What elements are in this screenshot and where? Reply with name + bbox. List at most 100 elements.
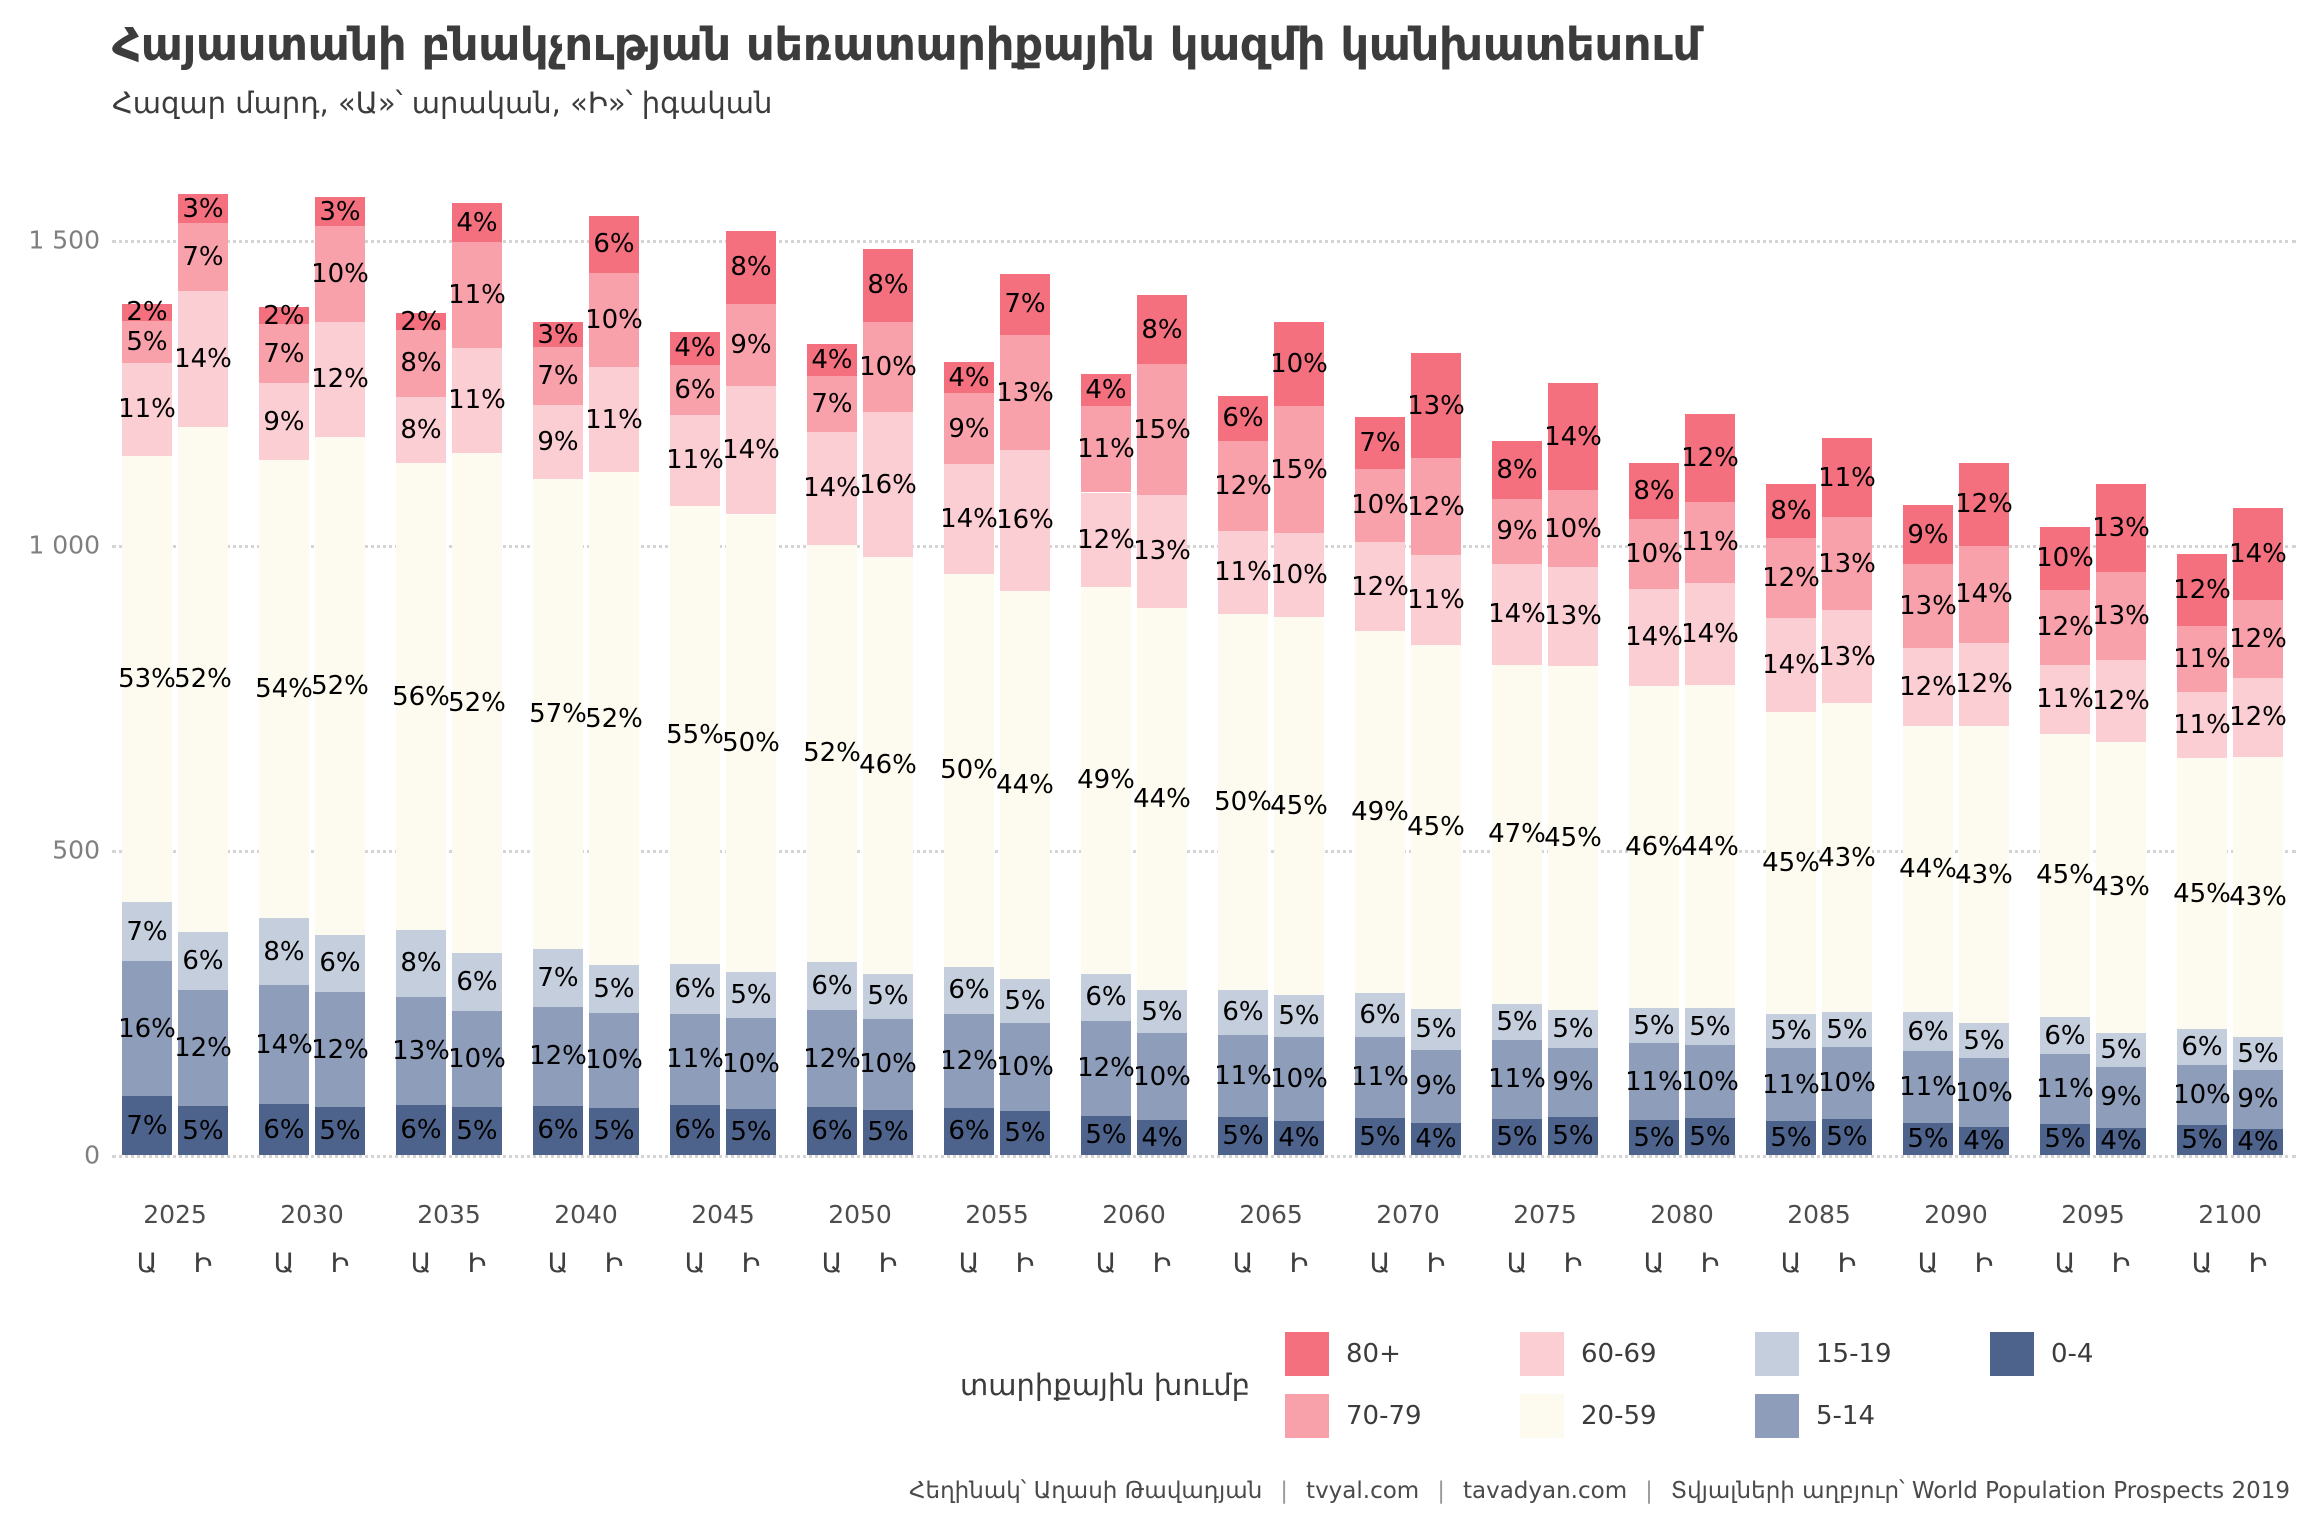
bar-2030-female-segment-80+ xyxy=(315,197,365,227)
x-tick-year-2090: 2090 xyxy=(1924,1200,1988,1229)
x-tick-year-2030: 2030 xyxy=(280,1200,344,1229)
y-tick-label-1500: 1 500 xyxy=(28,225,100,255)
bar-2035-male-segment-60-69 xyxy=(396,396,446,464)
legend-item-20-59: 20-59 xyxy=(1520,1394,1755,1438)
x-tick-year-2070: 2070 xyxy=(1376,1200,1440,1229)
bar-2025-male-segment-5-14 xyxy=(122,961,172,1097)
bar-2055-male-segment-60-69 xyxy=(944,464,994,574)
bar-2085-female-segment-20-59 xyxy=(1822,703,1872,1012)
bar-2045-female-segment-80+ xyxy=(726,230,776,305)
bar-2060-female-segment-15-19 xyxy=(1137,989,1187,1034)
x-tick-sex-female-2085: Ի xyxy=(1837,1248,1857,1279)
segment-label-15-19: 5% xyxy=(2237,1038,2279,1069)
bar-2085-female-segment-0-4 xyxy=(1822,1119,1872,1155)
bar-2060-female-segment-0-4 xyxy=(1137,1120,1187,1155)
bar-2090-male-segment-15-19 xyxy=(1903,1012,1953,1052)
segment-label-80+: 3% xyxy=(319,196,361,227)
bar-2050-male-segment-15-19 xyxy=(807,962,857,1011)
segment-label-20-59: 45% xyxy=(2173,878,2231,909)
legend-swatch-60-69 xyxy=(1520,1332,1564,1376)
bar-2070-female-segment-0-4 xyxy=(1411,1122,1461,1155)
bar-2050-male-segment-80+ xyxy=(807,343,857,376)
segment-label-0-4: 6% xyxy=(674,1115,716,1146)
x-tick-year-2080: 2080 xyxy=(1650,1200,1714,1229)
bar-2075-male-segment-80+ xyxy=(1492,441,1542,499)
bar-2080-male-segment-5-14 xyxy=(1629,1043,1679,1121)
footer-link-tavadyan: tavadyan.com xyxy=(1462,1478,1628,1504)
bar-2050-male-segment-70-79 xyxy=(807,375,857,433)
bar-2045-female-segment-5-14 xyxy=(726,1017,776,1110)
segment-label-5-14: 10% xyxy=(2173,1079,2231,1110)
bar-2030-male-segment-15-19 xyxy=(259,917,309,986)
segment-label-0-4: 5% xyxy=(1770,1123,1812,1154)
bar-2080-female-segment-15-19 xyxy=(1685,1008,1735,1045)
segment-label-5-14: 10% xyxy=(1681,1066,1739,1097)
bar-2100-female-segment-70-79 xyxy=(2233,599,2283,679)
bar-2025-male-segment-15-19 xyxy=(122,902,172,962)
segment-label-20-59: 52% xyxy=(174,664,232,695)
segment-label-70-79: 6% xyxy=(674,374,716,405)
segment-label-80+: 13% xyxy=(2092,513,2150,544)
segment-label-15-19: 6% xyxy=(319,948,361,979)
legend-item-15-19: 15-19 xyxy=(1755,1332,1990,1376)
bar-2025-female-segment-20-59 xyxy=(178,427,228,932)
segment-label-15-19: 5% xyxy=(1278,1001,1320,1032)
segment-label-70-79: 15% xyxy=(1270,454,1328,485)
bar-2090-male-segment-5-14 xyxy=(1903,1051,1953,1123)
segment-label-60-69: 9% xyxy=(537,426,579,457)
x-tick-sex-female-2070: Ի xyxy=(1426,1248,1446,1279)
legend-label-0-4: 0-4 xyxy=(2051,1339,2094,1369)
gridline-1000 xyxy=(112,545,2296,548)
segment-label-15-19: 8% xyxy=(400,948,442,979)
segment-label-0-4: 4% xyxy=(2237,1126,2279,1157)
segment-label-5-14: 9% xyxy=(2100,1082,2142,1113)
bar-2075-female-segment-0-4 xyxy=(1548,1116,1598,1155)
segment-label-80+: 12% xyxy=(1955,489,2013,520)
segment-label-80+: 4% xyxy=(948,362,990,393)
segment-label-0-4: 5% xyxy=(1004,1117,1046,1148)
bar-2100-male-segment-70-79 xyxy=(2177,626,2227,693)
segment-label-5-14: 12% xyxy=(940,1045,998,1076)
segment-label-5-14: 10% xyxy=(1270,1064,1328,1095)
bar-2065-female-segment-60-69 xyxy=(1274,532,1324,617)
bar-2045-male-segment-80+ xyxy=(670,331,720,365)
segment-label-5-14: 12% xyxy=(1077,1053,1135,1084)
bar-2025-female-segment-5-14 xyxy=(178,990,228,1107)
bar-2095-male-segment-5-14 xyxy=(2040,1054,2090,1124)
bar-2095-female-segment-60-69 xyxy=(2096,660,2146,742)
bar-2055-female-segment-60-69 xyxy=(1000,449,1050,591)
x-tick-sex-male-2095: Ա xyxy=(2054,1248,2076,1279)
segment-label-70-79: 8% xyxy=(400,348,442,379)
segment-label-80+: 12% xyxy=(2173,575,2231,606)
bar-2075-female-segment-70-79 xyxy=(1548,490,1598,567)
segment-label-5-14: 16% xyxy=(118,1013,176,1044)
segment-label-15-19: 5% xyxy=(867,981,909,1012)
segment-label-80+: 8% xyxy=(1141,314,1183,345)
bar-2075-male-segment-0-4 xyxy=(1492,1118,1542,1155)
bar-2075-male-segment-20-59 xyxy=(1492,664,1542,1004)
bar-2060-female-segment-60-69 xyxy=(1137,494,1187,608)
segment-label-80+: 6% xyxy=(593,229,635,260)
legend: տարիքային խումբ 80+ 70-79 60-69 20-59 15-19 5… xyxy=(0,1332,2304,1452)
segment-label-15-19: 6% xyxy=(456,966,498,997)
bar-2100-female-segment-20-59 xyxy=(2233,756,2283,1038)
footer-author: Հեղինակ՝ Աղասի Թավադյան xyxy=(909,1478,1263,1504)
x-tick-sex-female-2030: Ի xyxy=(330,1248,350,1279)
bar-2035-female-segment-20-59 xyxy=(452,453,502,954)
segment-label-5-14: 12% xyxy=(529,1041,587,1072)
segment-label-80+: 14% xyxy=(1544,421,1602,452)
segment-label-20-59: 56% xyxy=(392,681,450,712)
segment-label-0-4: 5% xyxy=(1085,1120,1127,1151)
bar-2030-female-segment-60-69 xyxy=(315,321,365,437)
segment-label-5-14: 10% xyxy=(585,1045,643,1076)
segment-label-15-19: 5% xyxy=(1770,1015,1812,1046)
legend-items: 80+ 70-79 60-69 20-59 15-19 5-14 0-4 xyxy=(1285,1332,2225,1438)
segment-label-20-59: 43% xyxy=(2229,882,2287,912)
bar-2100-male-segment-5-14 xyxy=(2177,1064,2227,1125)
bar-2065-male-segment-0-4 xyxy=(1218,1117,1268,1155)
segment-label-0-4: 4% xyxy=(1415,1123,1457,1154)
legend-label-5-14: 5-14 xyxy=(1816,1401,1876,1431)
bar-2040-male-segment-0-4 xyxy=(533,1105,583,1155)
bar-2055-female-segment-0-4 xyxy=(1000,1110,1050,1155)
